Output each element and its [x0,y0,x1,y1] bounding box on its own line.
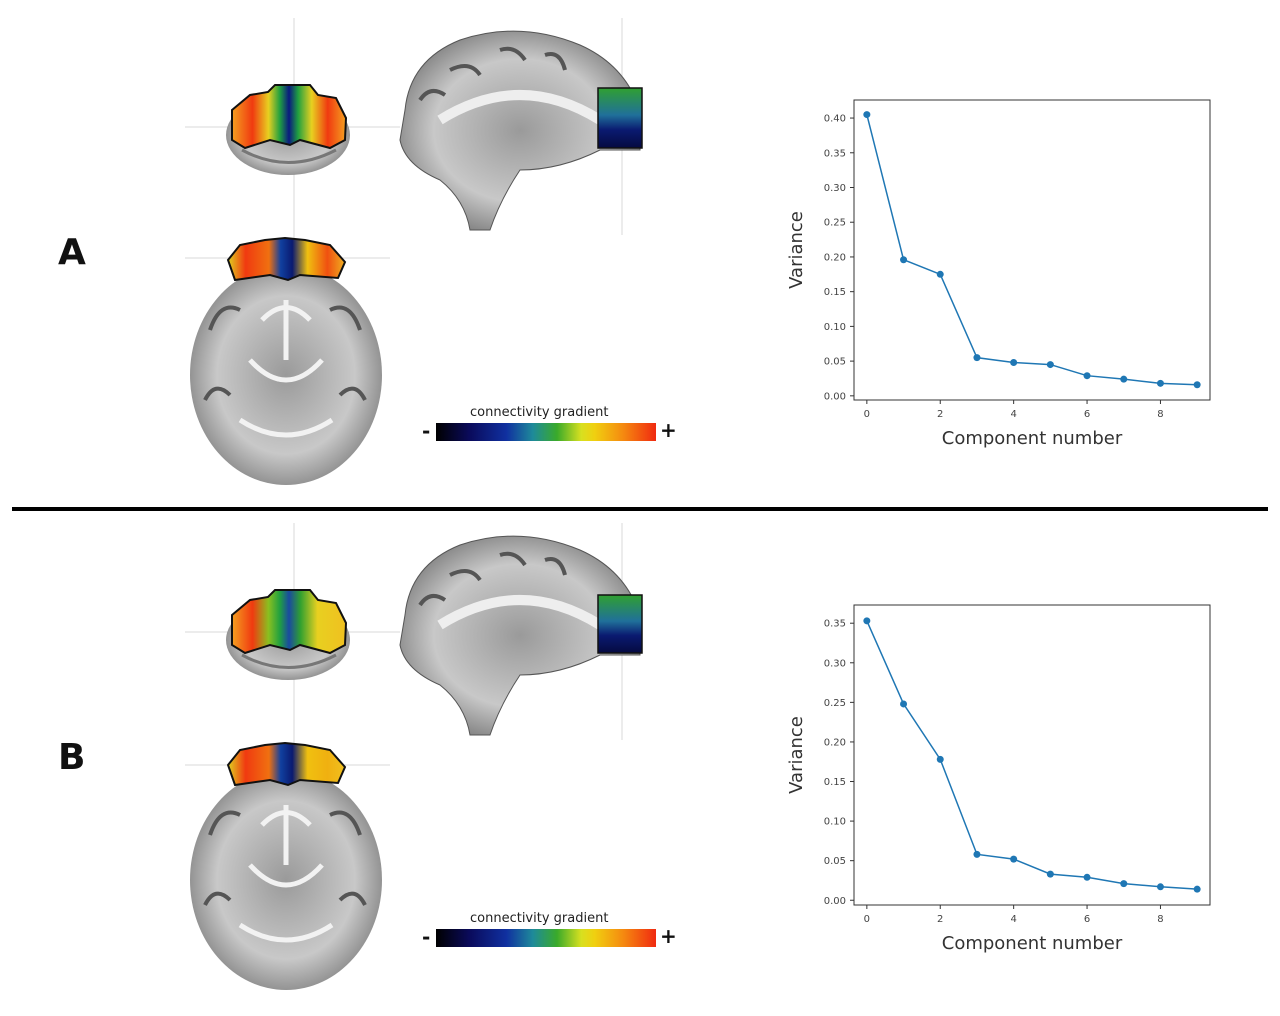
y-tick-label: 0.15 [824,777,846,788]
plot-frame [853,99,1211,401]
colorbar-gradient [436,423,656,441]
sagittal-slice-b [399,535,643,736]
data-point [1193,381,1201,389]
x-tick-label: 0 [864,914,870,925]
data-point [863,111,871,119]
x-axis-label: Component number [942,933,1123,954]
y-tick-label: 0.00 [824,391,846,402]
scree-plot-b: 0.00 0.05 0.10 0.15 0.20 0.25 0.30 0.35 0 2 4 6 8 Com… [786,604,1211,954]
series-line [866,114,1198,386]
y-tick-label: 0.30 [824,183,846,194]
x-tick-label: 6 [1084,914,1090,925]
y-tick-label: 0.25 [824,218,846,229]
x-tick-label: 8 [1157,914,1163,925]
y-tick-label: 0.10 [824,322,846,333]
x-tick-label: 4 [1010,914,1016,925]
series-line [866,620,1198,890]
panel-divider [12,507,1268,511]
scree-plot-a: 0.00 0.05 0.10 0.15 0.20 0.25 0.30 0.35 0.40 0 2 4 6… [786,99,1211,449]
x-tick-label: 6 [1084,409,1090,420]
colorbar-title: connectivity gradient [470,911,609,926]
axial-slice-a [190,236,382,485]
y-tick-label: 0.15 [824,287,846,298]
data-point [1156,883,1164,891]
colorbar-max-label: + [660,924,677,948]
y-tick-label: 0.40 [824,114,846,125]
data-point [1120,375,1128,383]
data-point [1083,873,1091,881]
x-tick-label: 2 [937,409,943,420]
y-tick-label: 0.20 [824,252,846,263]
y-tick-label: 0.35 [824,148,846,159]
y-tick-label: 0.30 [824,658,846,669]
y-axis-label: Variance [786,211,807,289]
data-point [936,270,944,278]
colorbar-max-label: + [660,418,677,442]
colorbar-min-label: - [422,419,431,443]
brain-figure-b [185,523,643,990]
y-axis-label: Variance [786,716,807,794]
x-tick-label: 0 [864,409,870,420]
x-tick-label: 8 [1157,409,1163,420]
y-tick-label: 0.35 [824,619,846,630]
data-point [900,700,908,708]
data-point [900,256,908,264]
x-tick-label: 4 [1010,409,1016,420]
data-point [1156,379,1164,387]
colorbar-gradient [436,929,656,947]
panel-b: B connectivity gradient - + 0.00 0.05 0.10… [0,505,1280,1005]
coronal-slice-b [226,589,350,680]
panel-a: A connectivity gradient - + 0.00 0.05 0.10… [0,0,1280,500]
data-point [1010,855,1018,863]
colorbar: connectivity gradient - + [420,911,680,971]
plot-frame [853,604,1211,906]
colorbar-title: connectivity gradient [470,405,609,420]
colorbar-min-label: - [422,925,431,949]
y-tick-label: 0.00 [824,896,846,907]
data-point [1046,361,1054,369]
y-tick-label: 0.10 [824,817,846,828]
y-tick-label: 0.25 [824,698,846,709]
axial-slice-b [190,741,382,990]
data-point [1046,870,1054,878]
data-point [1193,885,1201,893]
data-point [936,755,944,763]
panel-label: A [58,232,86,273]
data-point [1083,372,1091,380]
x-tick-label: 2 [937,914,943,925]
panel-label: B [58,737,86,778]
data-point [973,850,981,858]
data-point [1120,880,1128,888]
data-point [973,354,981,362]
data-point [1010,359,1018,366]
sagittal-slice-a [399,30,643,231]
x-axis-label: Component number [942,428,1123,449]
brain-figure-a [185,18,643,485]
y-tick-label: 0.20 [824,737,846,748]
y-tick-label: 0.05 [824,357,846,368]
colorbar: connectivity gradient - + [420,405,680,465]
coronal-slice-a [226,84,350,175]
y-tick-label: 0.05 [824,856,846,867]
data-point [863,617,871,625]
